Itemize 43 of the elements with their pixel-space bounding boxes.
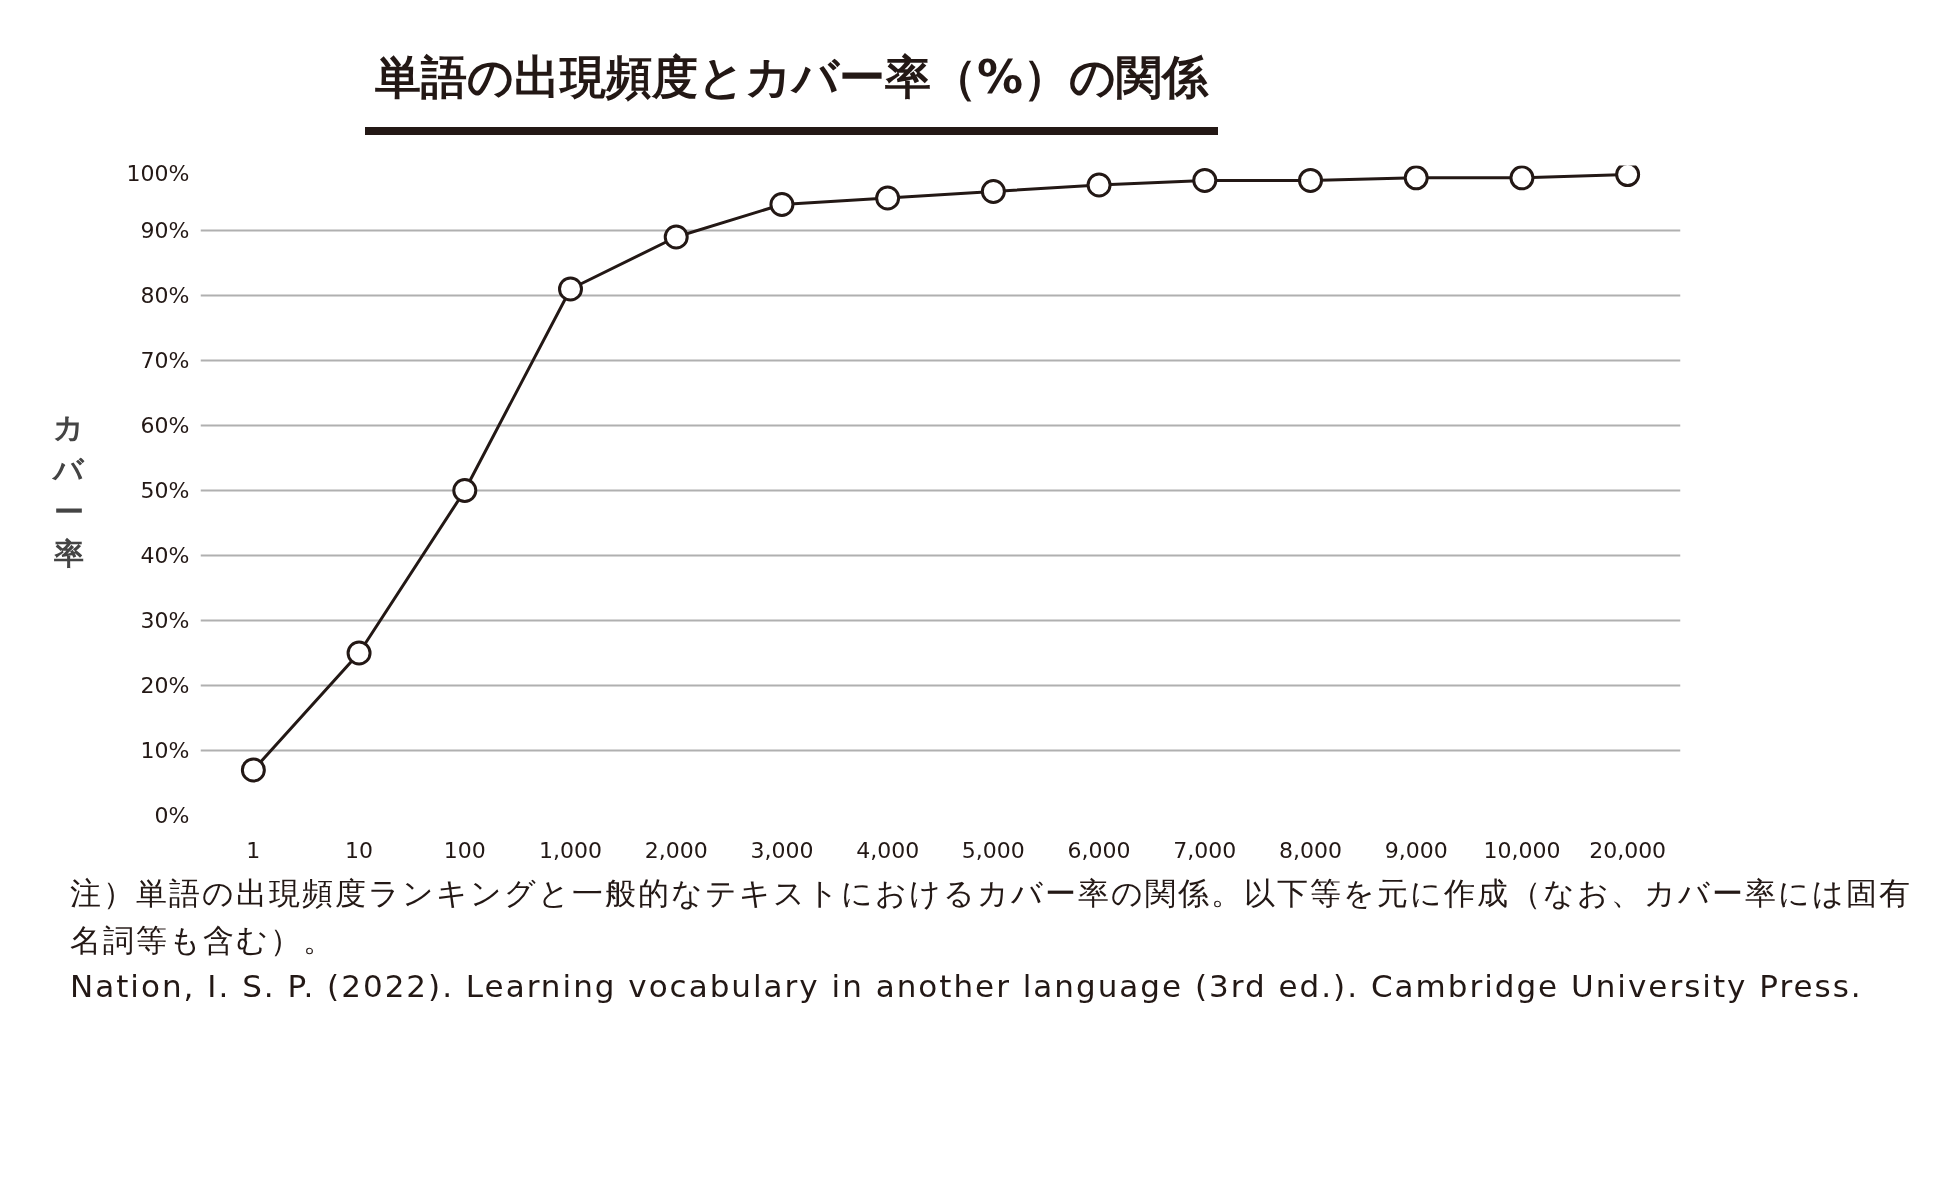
- point: [980, 179, 1006, 204]
- point: [769, 192, 795, 217]
- y-tick-label: 10%: [140, 738, 190, 763]
- point: [663, 224, 689, 250]
- x-tick-label: 8,000: [1279, 837, 1342, 863]
- x-tick-label: 10,000: [1483, 837, 1561, 863]
- x-tick-label: 1,000: [539, 837, 602, 863]
- x-tick-label: 4,000: [856, 837, 920, 863]
- y-tick-label: 60%: [140, 413, 190, 438]
- y-tick-label: 0%: [154, 803, 190, 828]
- x-tick-label: 3,000: [750, 837, 814, 863]
- point: [1086, 172, 1112, 198]
- x-tick-label: 20,000: [1589, 837, 1667, 863]
- point: [558, 276, 583, 302]
- y-tick-label: 100%: [126, 160, 190, 186]
- x-tick-label: 6,000: [1067, 837, 1131, 863]
- y-tick-label: 30%: [140, 608, 190, 633]
- point: [1192, 167, 1218, 193]
- chart-title: 単語の出現頻度とカバー率（%）の関係: [365, 45, 1219, 135]
- x-tick-label: 10: [345, 837, 374, 863]
- x-tick-label: 1: [246, 837, 261, 863]
- point: [875, 185, 901, 211]
- y-tick-label: 50%: [140, 478, 190, 503]
- point: [1298, 167, 1323, 193]
- text: Nation, I. S. P. (2022). Learning vocabulary in another language (3rd ed.). Cambridge University Press.: [70, 967, 1864, 1006]
- y-axis-title: カバー率: [50, 410, 85, 571]
- x-tick-label: 100: [443, 837, 486, 863]
- point: [452, 478, 478, 503]
- x-tick-label: 2,000: [644, 837, 708, 863]
- y-tick-label: 20%: [140, 673, 190, 698]
- text: 注）単語の出現頻度ランキングと一般的なテキストにおけるカバー率の関係。以下等を元に作成（なお、カバー率には固有名詞等も含む）。: [70, 874, 1913, 960]
- y-tick-label: 40%: [140, 543, 190, 568]
- point: [1403, 165, 1429, 191]
- y-tick-label: 80%: [140, 283, 190, 308]
- y-tick-label: 90%: [140, 218, 190, 243]
- point: [346, 640, 372, 666]
- x-tick-label: 9,000: [1384, 837, 1448, 863]
- y-tick-label: 70%: [140, 348, 190, 373]
- x-tick-label: 7,000: [1173, 837, 1237, 863]
- x-tick-label: 5,000: [961, 837, 1025, 863]
- point: [240, 757, 266, 783]
- point: [1509, 165, 1535, 191]
- point: [1615, 165, 1641, 188]
